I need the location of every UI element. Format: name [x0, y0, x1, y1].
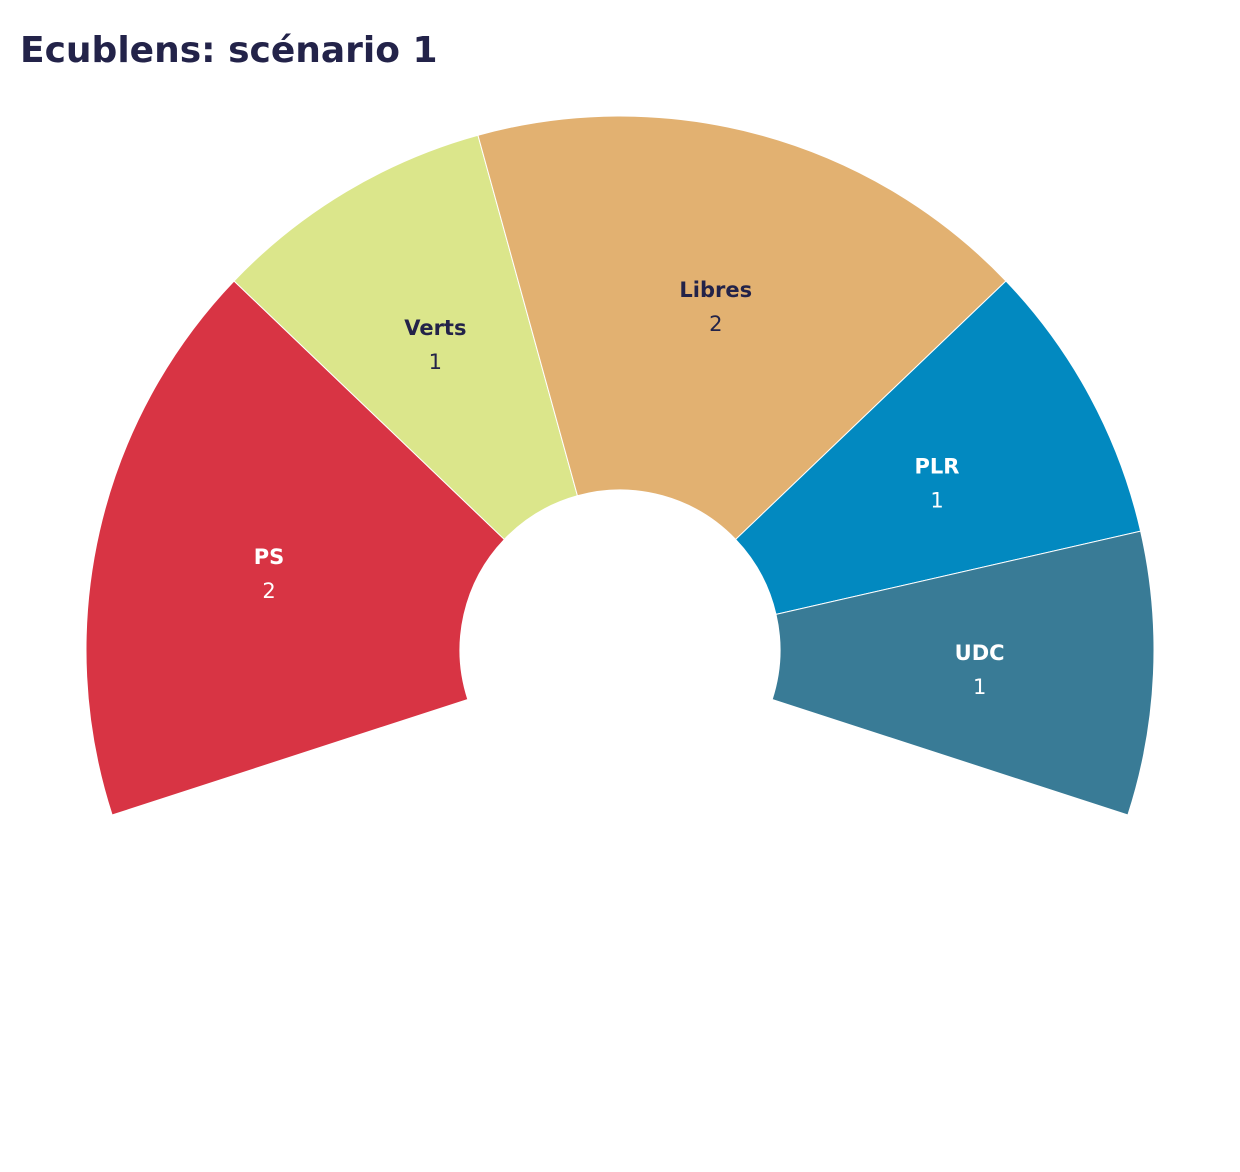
sector-label: Verts	[404, 316, 466, 340]
sector-label: UDC	[955, 641, 1005, 665]
seat-sector	[85, 280, 506, 816]
sector-value: 2	[262, 579, 275, 603]
seat-sector	[233, 134, 579, 541]
sector-value: 1	[429, 350, 442, 374]
sector-label: PLR	[915, 454, 960, 478]
sector-label: Libres	[679, 278, 752, 302]
seat-sector	[771, 530, 1155, 816]
sector-value: 1	[930, 488, 943, 512]
chart-title: Ecublens: scénario 1	[20, 30, 438, 71]
sector-value: 2	[709, 312, 722, 336]
seat-sector	[734, 280, 1142, 615]
sector-value: 1	[973, 675, 986, 699]
seat-sector	[477, 115, 1007, 541]
sector-label: PS	[254, 545, 285, 569]
